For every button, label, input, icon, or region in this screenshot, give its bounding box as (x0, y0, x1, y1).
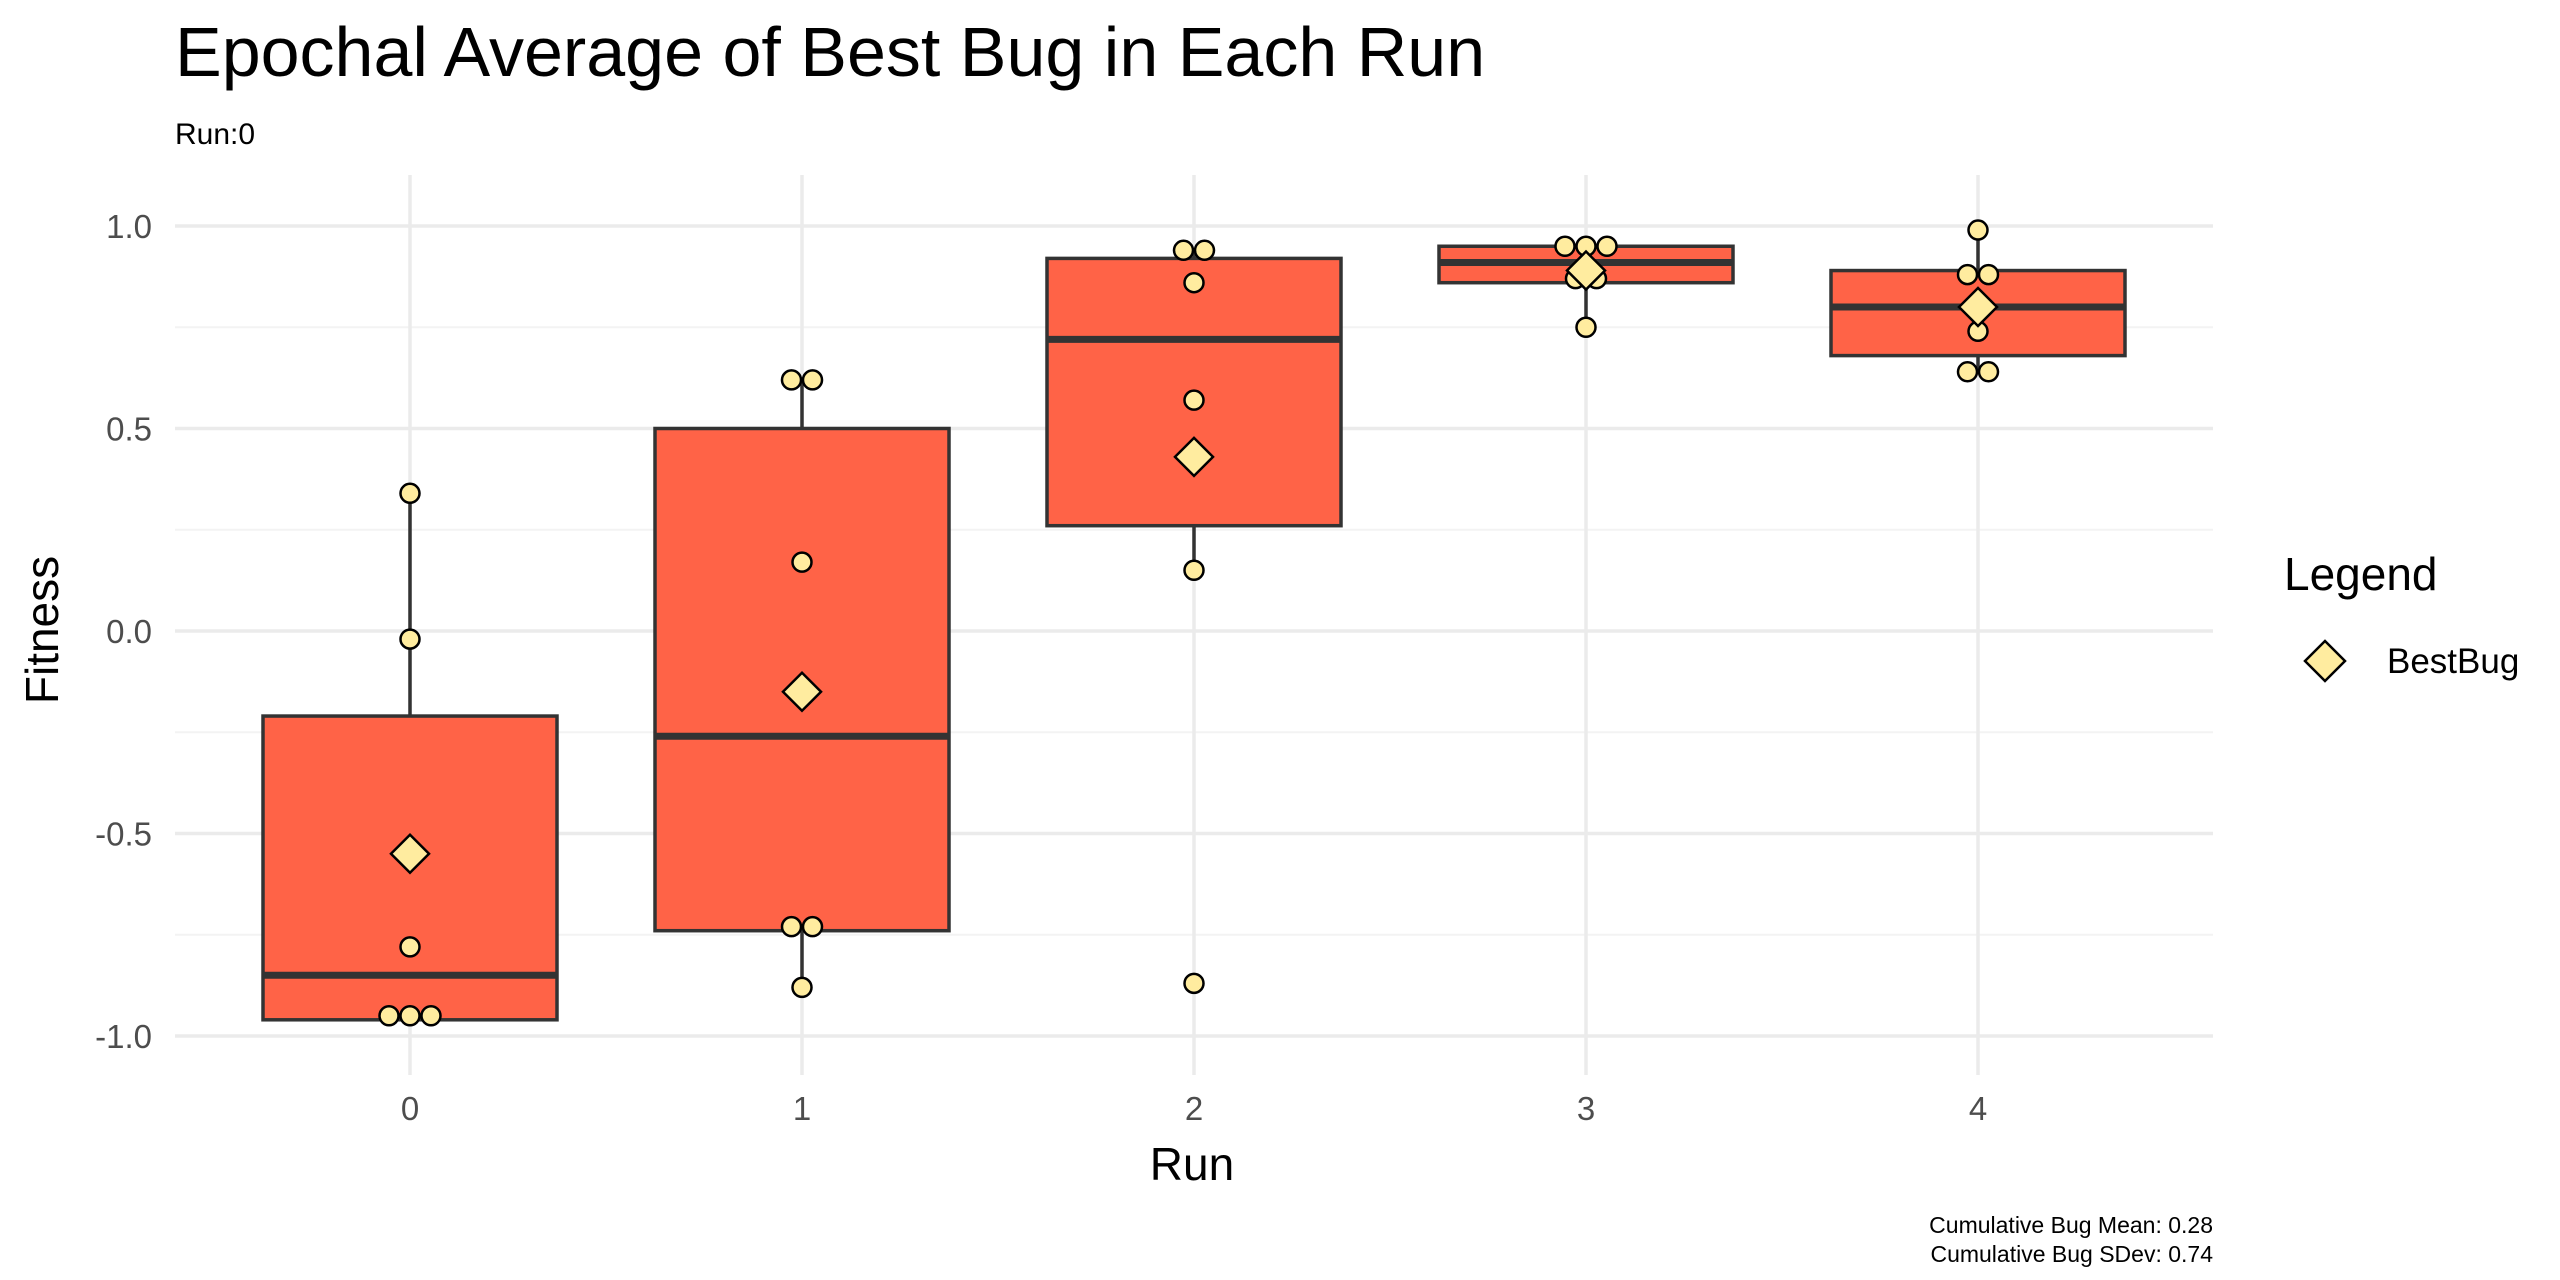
y-tick-label: -0.5 (95, 816, 152, 853)
data-point (1596, 235, 1618, 257)
x-tick-label: 3 (1577, 1090, 1595, 1127)
mean-marker (1173, 436, 1215, 478)
y-axis-title: Fitness (16, 556, 68, 704)
data-point (420, 1005, 442, 1027)
data-point (1183, 389, 1205, 411)
data-point (780, 369, 803, 391)
data-point (1183, 271, 1205, 294)
data-point (1967, 219, 1989, 241)
x-tick-label: 4 (1969, 1090, 1987, 1127)
mean-marker (389, 832, 431, 875)
y-tick-label: 1.0 (106, 208, 152, 245)
legend-title: Legend (2284, 548, 2438, 600)
mean-marker (1957, 286, 1999, 328)
x-tick-label: 0 (401, 1090, 419, 1127)
data-point (1956, 361, 1979, 383)
data-point (1977, 361, 2000, 383)
data-point (1956, 263, 1979, 286)
data-point (1172, 239, 1195, 262)
data-point (1183, 559, 1205, 581)
points (378, 219, 2000, 1027)
legend-label-bestbug: BestBug (2387, 642, 2519, 681)
data-point (378, 1005, 400, 1027)
data-point (791, 976, 813, 999)
legend-diamond-icon (2303, 639, 2347, 683)
data-point (399, 628, 421, 650)
chart-title: Epochal Average of Best Bug in Each Run (175, 13, 1485, 91)
data-point (399, 936, 421, 958)
y-tick-label: 0.5 (106, 411, 152, 448)
chart-subtitle: Run:0 (175, 118, 255, 151)
mean-marker (1565, 249, 1607, 292)
x-tick-label: 1 (793, 1090, 811, 1127)
data-point (1575, 316, 1597, 338)
caption-sdev: Cumulative Bug SDev: 0.74 (1930, 1241, 2213, 1267)
legend: Legend BestBug (2284, 548, 2519, 683)
data-point (399, 482, 421, 505)
caption-mean: Cumulative Bug Mean: 0.28 (1929, 1212, 2213, 1238)
y-tick-label: -1.0 (95, 1018, 152, 1055)
data-point (801, 369, 824, 391)
x-axis-title: Run (1150, 1138, 1234, 1190)
data-point (801, 915, 824, 938)
data-point (399, 1005, 421, 1027)
mean-marker (781, 670, 823, 713)
data-point (1193, 239, 1216, 262)
data-point (1554, 235, 1576, 257)
data-point (1977, 263, 2000, 286)
y-tick-label: 0.0 (106, 613, 152, 650)
data-point (791, 551, 813, 573)
x-tick-label: 2 (1185, 1090, 1203, 1127)
axes: 1.0 0.5 0.0 -0.5 -1.0 0 1 2 3 4 (95, 208, 1987, 1127)
data-point (1183, 972, 1205, 995)
data-point (780, 915, 803, 938)
